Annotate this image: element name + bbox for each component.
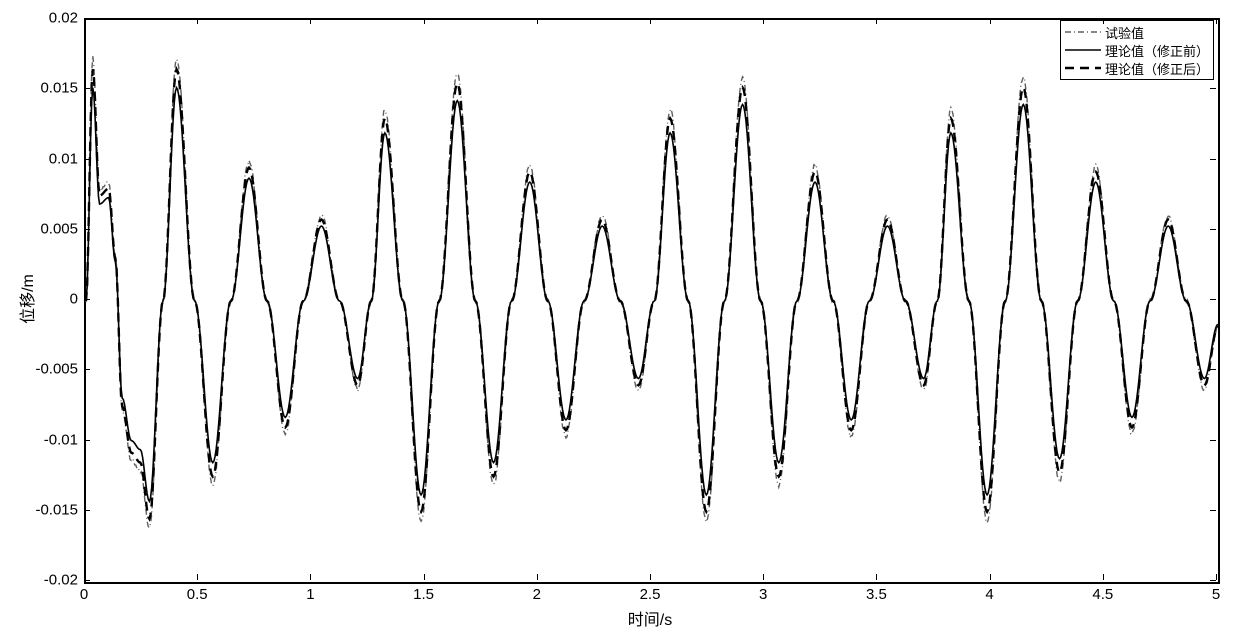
y-tick-label: -0.02 (44, 572, 78, 589)
legend-entry: 理论值（修正后） (1065, 59, 1209, 77)
y-tick-label: -0.015 (35, 501, 78, 518)
y-tick-label: -0.005 (35, 361, 78, 378)
series-svg (86, 20, 1218, 582)
y-tick-label: 0.015 (40, 80, 78, 97)
x-tick-label: 1.5 (413, 586, 434, 603)
legend-entry: 理论值（修正前） (1065, 41, 1209, 59)
legend-label: 理论值（修正前） (1105, 41, 1209, 60)
plot-area (84, 18, 1220, 584)
x-tick-label: 4.5 (1092, 586, 1113, 603)
y-tick-label: 0.01 (49, 150, 78, 167)
legend-entry: 试验值 (1065, 23, 1209, 41)
x-tick-label: 0.5 (187, 586, 208, 603)
y-tick-label: -0.01 (44, 431, 78, 448)
y-tick-label: 0 (70, 291, 78, 308)
legend-label: 理论值（修正后） (1105, 59, 1209, 78)
x-tick-label: 3.5 (866, 586, 887, 603)
x-tick-label: 0 (80, 586, 88, 603)
legend-label: 试验值 (1105, 23, 1144, 42)
x-tick-label: 1 (306, 586, 314, 603)
displacement-time-chart: 时间/s 位移/m 试验值理论值（修正前）理论值（修正后） 0 0.5 1 1.5 2 2… (0, 0, 1240, 640)
x-tick-label: 4 (985, 586, 993, 603)
series-theory_after (86, 69, 1218, 519)
series-experimental (86, 56, 1218, 528)
legend: 试验值理论值（修正前）理论值（修正后） (1060, 20, 1214, 80)
x-axis-label: 时间/s (628, 606, 672, 630)
y-axis-label: 位移/m (14, 274, 38, 324)
y-tick-label: 0.02 (49, 10, 78, 27)
x-tick-label: 3 (759, 586, 767, 603)
x-tick-label: 5 (1212, 586, 1220, 603)
series-theory_before (86, 88, 1218, 502)
x-tick-label: 2 (533, 586, 541, 603)
y-tick-label: 0.005 (40, 220, 78, 237)
x-tick-label: 2.5 (640, 586, 661, 603)
